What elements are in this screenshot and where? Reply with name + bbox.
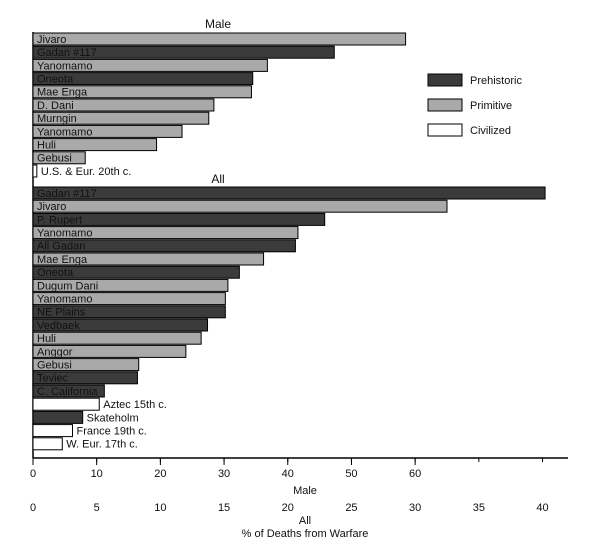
bar-label: Huli [37, 333, 56, 345]
bar-label: W. Eur. 17th c. [66, 439, 138, 451]
bar-label: Yanomamo [37, 228, 92, 240]
bar [32, 410, 84, 424]
bar-label: Yanomamo [37, 126, 92, 138]
bar-label: Vedbaek [37, 320, 80, 332]
bar-label: D. Dani [37, 100, 74, 112]
bar [32, 72, 254, 86]
bar-label: U.S. & Eur. 20th c. [41, 166, 132, 178]
bar-label: NE Plains [37, 307, 86, 319]
bar [32, 252, 265, 266]
bar-label: Jivaro [37, 34, 66, 46]
bar [32, 98, 215, 112]
bar [32, 424, 73, 438]
bar [32, 344, 187, 358]
x-tick-label: 30 [218, 468, 230, 480]
axis-title: % of Deaths from Warfare [242, 528, 369, 540]
x-tick-label: 35 [473, 502, 485, 514]
bar [32, 45, 335, 59]
x-tick-label: 30 [409, 502, 421, 514]
panel-title: All [211, 172, 224, 186]
legend-swatch [427, 73, 463, 87]
bar [32, 151, 86, 165]
bar-label: Gadan #117 [37, 47, 97, 59]
bar [32, 437, 63, 451]
x-tick-label: 40 [536, 502, 548, 514]
legend-swatch [427, 123, 463, 137]
x-tick-label: 0 [30, 468, 36, 480]
bar [32, 397, 100, 411]
x-axis-label: Male [293, 485, 317, 497]
legend-label: Civilized [470, 125, 511, 137]
bar [32, 32, 407, 46]
bar [32, 371, 138, 385]
bar-label: Murngin [37, 113, 77, 125]
x-tick-label: 5 [94, 502, 100, 514]
bar [32, 318, 209, 332]
bar [32, 85, 252, 99]
bar [32, 305, 226, 319]
bar-label: Gebusi [37, 153, 72, 165]
bar-label: Yanomamo [37, 60, 92, 72]
bar [32, 124, 183, 138]
bar [32, 226, 299, 240]
bar-label: Jivaro [37, 201, 66, 213]
bar [32, 164, 38, 178]
legend-swatch [427, 98, 463, 112]
bar-label: Mae Enga [37, 254, 88, 266]
x-tick-label: 40 [282, 468, 294, 480]
bar-label: Yanomamo [37, 294, 92, 306]
bar-label: Oneota [37, 74, 74, 86]
x-tick-label: 20 [154, 468, 166, 480]
bar-label: Aztec 15th c. [103, 399, 167, 411]
x-tick-label: 20 [282, 502, 294, 514]
x-tick-label: 10 [91, 468, 103, 480]
bar-label: All Gadan [37, 241, 85, 253]
bar [32, 384, 105, 398]
bar-label: Skateholm [87, 412, 139, 424]
x-tick-label: 50 [345, 468, 357, 480]
bar [32, 239, 296, 253]
bar-label: Huli [37, 140, 56, 152]
bar [32, 199, 448, 213]
bar-label: Gadan #117 [37, 188, 97, 200]
bar [32, 358, 140, 372]
bar [32, 111, 210, 125]
bar [32, 331, 202, 345]
bar-label: Gebusi [37, 360, 72, 372]
bar-label: C. California [37, 386, 98, 398]
bar [32, 212, 326, 226]
bar [32, 58, 268, 72]
bar-label: Anggor [37, 346, 73, 358]
bar-label: France 19th c. [76, 426, 146, 438]
x-tick-label: 60 [409, 468, 421, 480]
legend-label: Primitive [470, 100, 512, 112]
bar-label: Mae Enga [37, 87, 88, 99]
x-tick-label: 15 [218, 502, 230, 514]
bar [32, 186, 546, 200]
x-axis-label: All [299, 515, 311, 527]
x-tick-label: 25 [345, 502, 357, 514]
legend-label: Prehistoric [470, 75, 522, 87]
x-tick-label: 0 [30, 502, 36, 514]
bar [32, 278, 229, 292]
x-tick-label: 10 [154, 502, 166, 514]
bar [32, 265, 240, 279]
panel-title: Male [205, 17, 231, 31]
bar-label: P. Rupert [37, 214, 82, 226]
bar [32, 292, 226, 306]
bar-label: Dugum Dani [37, 280, 98, 292]
bar-label: Teviec [37, 373, 69, 385]
bar [32, 138, 158, 152]
bar-label: Oneota [37, 267, 74, 279]
